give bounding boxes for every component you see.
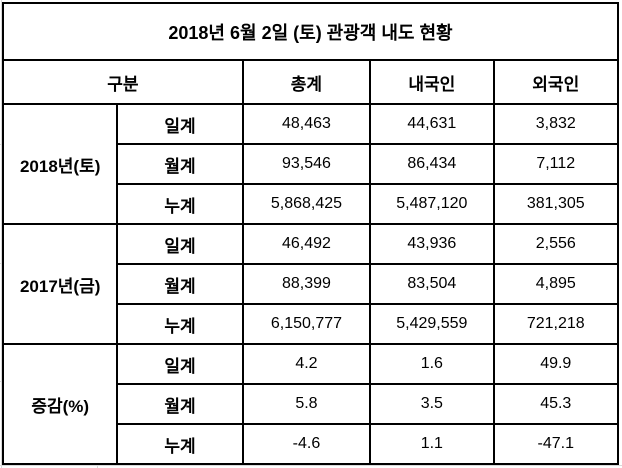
- sub-label-cell: 누계: [116, 183, 244, 225]
- value-cell: 49.9: [492, 343, 620, 385]
- sub-label-cell: 일계: [116, 343, 244, 385]
- sub-label-cell: 일계: [116, 103, 244, 145]
- value-cell: 721,218: [492, 303, 620, 345]
- sub-label-cell: 월계: [116, 143, 244, 185]
- value-cell: 2,556: [492, 223, 620, 265]
- value-cell: 86,434: [369, 143, 495, 185]
- table-row: 증감(%) 일계 4.2 1.6 49.9: [1, 343, 620, 465]
- value-cell: 4.2: [241, 343, 372, 385]
- value-cell: 44,631: [369, 103, 495, 145]
- header-row: 구분 총계 내국인 외국인: [2, 59, 620, 105]
- table-row: 월계 93,546 86,434 7,112: [3, 143, 620, 185]
- sub-label-cell: 일계: [116, 223, 244, 265]
- value-cell: 46,492: [241, 223, 372, 265]
- value-cell: 7,112: [492, 143, 620, 185]
- table-row: 2017년(금) 일계 46,492 43,936 2,556: [1, 223, 620, 345]
- value-cell: 5,429,559: [369, 303, 495, 345]
- table-row: 월계 5.8 3.5 45.3: [3, 383, 620, 425]
- table-row: 월계 88,399 83,504 4,895: [3, 263, 620, 305]
- spreadsheet-gridline-left: [1, 0, 2, 468]
- spreadsheet-gridline-bottom: [0, 465, 622, 466]
- value-cell: 1.1: [369, 423, 495, 465]
- spreadsheet-gridline-tick: [0, 381, 2, 382]
- value-cell: 43,936: [369, 223, 495, 265]
- value-cell: 6,150,777: [241, 303, 372, 345]
- group-label-change-pct: 증감(%): [1, 343, 119, 465]
- sub-label-cell: 월계: [116, 263, 244, 305]
- value-cell: 3.5: [369, 383, 495, 425]
- column-header-domestic: 내국인: [369, 59, 495, 105]
- page-title: 2018년 6월 2일 (토) 관광객 내도 현황: [2, 2, 619, 61]
- spreadsheet-gridline-tick: [0, 263, 2, 264]
- sub-label-cell: 누계: [116, 423, 244, 465]
- value-cell: 5.8: [241, 383, 372, 425]
- value-cell: 5,487,120: [369, 183, 495, 225]
- value-cell: 1.6: [369, 343, 495, 385]
- value-cell: 4,895: [492, 263, 620, 305]
- sub-label-cell: 월계: [116, 383, 244, 425]
- table-row: 누계 -4.6 1.1 -47.1: [3, 423, 620, 465]
- spreadsheet-gridline-tick: [0, 144, 2, 145]
- value-cell: -47.1: [492, 423, 620, 465]
- column-header-category: 구분: [2, 59, 244, 105]
- column-header-foreign: 외국인: [492, 59, 620, 105]
- value-cell: 5,868,425: [241, 183, 372, 225]
- table-row: 누계 5,868,425 5,487,120 381,305: [3, 183, 620, 225]
- table-row: 누계 6,150,777 5,429,559 721,218: [3, 303, 620, 345]
- column-header-total: 총계: [241, 59, 372, 105]
- group-label-2017: 2017년(금): [1, 223, 119, 345]
- group-label-2018: 2018년(토): [1, 103, 119, 225]
- value-cell: -4.6: [241, 423, 372, 465]
- sub-label-cell: 누계: [116, 303, 244, 345]
- value-cell: 83,504: [369, 263, 495, 305]
- value-cell: 45.3: [492, 383, 620, 425]
- value-cell: 88,399: [241, 263, 372, 305]
- value-cell: 48,463: [241, 103, 372, 145]
- value-cell: 93,546: [241, 143, 372, 185]
- value-cell: 381,305: [492, 183, 620, 225]
- value-cell: 3,832: [492, 103, 620, 145]
- table-row: 2018년(토) 일계 48,463 44,631 3,832: [1, 103, 620, 225]
- title-row: 2018년 6월 2일 (토) 관광객 내도 현황: [2, 2, 619, 61]
